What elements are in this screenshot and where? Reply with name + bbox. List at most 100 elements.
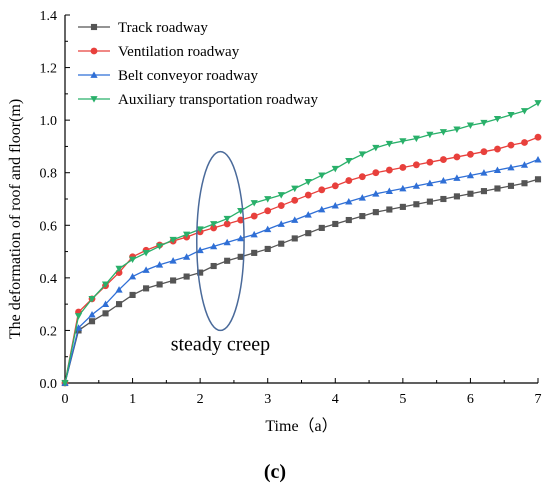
- y-tick-label: 0.2: [40, 324, 58, 339]
- data-point: [358, 173, 366, 181]
- data-point: [210, 242, 218, 250]
- data-point: [399, 203, 406, 210]
- series-auxiliary-transportation-roadway: [61, 100, 542, 387]
- data-point: [386, 206, 393, 213]
- data-point: [264, 196, 272, 203]
- data-point: [385, 166, 393, 174]
- data-point: [534, 176, 542, 183]
- data-point: [520, 108, 529, 115]
- data-point: [493, 115, 502, 123]
- data-point: [183, 273, 190, 280]
- data-point: [412, 135, 420, 143]
- panel-label: (c): [264, 461, 286, 483]
- data-point: [331, 201, 339, 209]
- legend-label: Auxiliary transportation roadway: [118, 92, 318, 108]
- data-point: [358, 194, 366, 201]
- data-point: [250, 200, 258, 207]
- data-point: [143, 285, 150, 292]
- data-point: [223, 215, 231, 223]
- data-point: [426, 179, 434, 187]
- data-point: [520, 161, 529, 168]
- data-point: [291, 235, 298, 242]
- data-point: [331, 165, 339, 173]
- legend-item: Ventilation roadway: [78, 44, 240, 60]
- data-point: [507, 182, 515, 189]
- x-tick-label: 7: [535, 392, 542, 407]
- data-point: [223, 220, 231, 228]
- data-point: [277, 192, 285, 199]
- data-point: [480, 119, 488, 127]
- x-tick-label: 6: [467, 392, 474, 407]
- data-point: [74, 324, 83, 331]
- data-point: [61, 380, 69, 387]
- data-point: [102, 310, 109, 317]
- data-point: [331, 182, 339, 190]
- data-point: [534, 100, 542, 107]
- data-point: [507, 163, 515, 171]
- data-point: [466, 122, 475, 129]
- data-point: [480, 148, 488, 156]
- data-point: [439, 156, 447, 163]
- data-point: [318, 172, 326, 179]
- data-point: [251, 249, 258, 256]
- y-tick-label: 0.6: [40, 219, 58, 234]
- legend-label: Track roadway: [118, 20, 208, 36]
- data-point: [88, 311, 96, 318]
- legend-marker: [90, 71, 98, 78]
- data-point: [412, 182, 420, 189]
- data-point: [305, 230, 312, 237]
- x-axis-ticks: 0 1 2 3 4 5 6 7: [62, 378, 542, 407]
- x-tick-label: 4: [332, 392, 339, 407]
- y-axis-ticks: 0.0 0.2 0.4 0.6 0.8 1.0 1.2 1.4: [40, 9, 70, 392]
- data-point: [183, 231, 191, 239]
- data-point: [210, 221, 218, 228]
- data-point: [304, 211, 312, 218]
- legend-item: Auxiliary transportation roadway: [78, 92, 318, 108]
- data-point: [291, 196, 299, 204]
- annotation-text: steady creep: [171, 333, 270, 355]
- data-point: [237, 216, 245, 224]
- data-point: [278, 240, 285, 247]
- data-point: [534, 133, 542, 141]
- data-point: [101, 300, 110, 308]
- data-point: [534, 155, 542, 163]
- annotation-layer: steady creep: [171, 150, 270, 355]
- y-axis-title: The deformation of roof and floor(m): [7, 99, 24, 339]
- data-point: [264, 225, 272, 233]
- data-point: [169, 236, 177, 244]
- data-point: [142, 250, 150, 257]
- data-point: [358, 151, 366, 158]
- x-axis-title: Time（a）: [265, 417, 337, 435]
- data-point: [277, 202, 285, 209]
- legend-marker: [90, 96, 98, 103]
- data-point: [480, 169, 488, 176]
- data-point: [237, 253, 244, 260]
- x-tick-label: 5: [399, 392, 406, 407]
- data-point: [467, 190, 474, 197]
- data-point: [210, 262, 217, 270]
- data-point: [345, 198, 353, 205]
- data-point: [466, 171, 475, 179]
- data-point: [304, 179, 312, 186]
- data-point: [264, 245, 271, 253]
- data-point: [453, 193, 460, 200]
- data-point: [453, 174, 461, 181]
- data-point: [521, 139, 528, 146]
- data-point: [277, 220, 285, 227]
- y-tick-label: 1.2: [40, 62, 58, 77]
- series-line: [64, 102, 539, 384]
- x-tick-label: 0: [62, 392, 69, 407]
- data-point: [156, 261, 164, 268]
- y-tick-label: 0.4: [40, 272, 58, 287]
- data-point: [507, 141, 515, 149]
- data-point: [156, 281, 163, 288]
- data-point: [291, 185, 299, 193]
- data-point: [372, 144, 380, 152]
- data-point: [413, 201, 420, 208]
- data-point: [129, 291, 136, 299]
- data-point: [196, 226, 204, 233]
- data-point: [250, 230, 258, 238]
- data-point: [521, 180, 528, 187]
- y-tick-label: 0.0: [40, 377, 58, 392]
